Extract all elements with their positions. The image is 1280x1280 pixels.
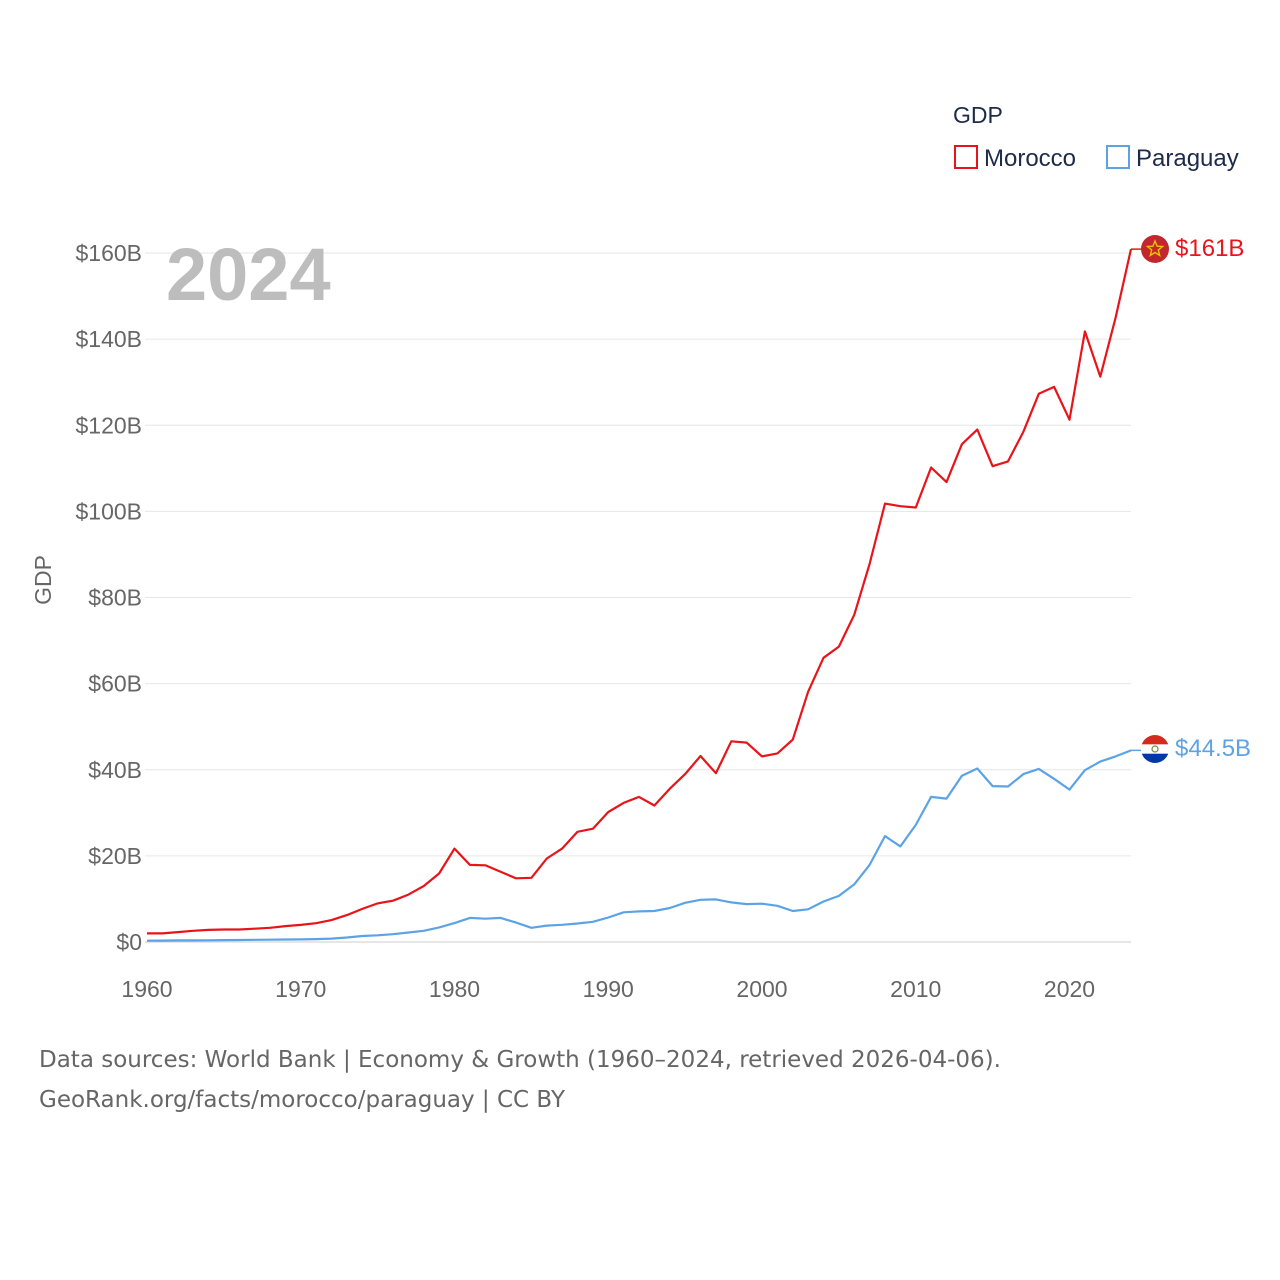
series-line-morocco[interactable] xyxy=(147,248,1133,935)
x-tick-label: 2010 xyxy=(890,976,941,1002)
series-lines xyxy=(146,248,1141,942)
big-year-label: 2024 xyxy=(166,233,331,316)
y-tick-label: $20B xyxy=(88,843,142,869)
y-tick-label: $100B xyxy=(75,498,142,524)
y-axis-ticks: $0 $20B $40B $60B $80B $100B $120B $140B $160B xyxy=(75,240,142,955)
x-tick-label: 2020 xyxy=(1044,976,1095,1002)
y-tick-label: $80B xyxy=(88,585,142,611)
y-axis-label: GDP xyxy=(30,555,56,605)
y-tick-label: $120B xyxy=(75,412,142,438)
legend-label-morocco[interactable]: Morocco xyxy=(984,145,1076,172)
paraguay-flag-icon xyxy=(1141,735,1169,763)
y-tick-label: $160B xyxy=(75,240,142,266)
x-tick-label: 1990 xyxy=(583,976,634,1002)
morocco-flag-icon xyxy=(1141,235,1169,263)
x-tick-label: 1980 xyxy=(429,976,480,1002)
grid-lines xyxy=(145,252,1131,857)
morocco-end-label: $161B xyxy=(1175,235,1244,262)
legend-swatch-paraguay[interactable] xyxy=(1106,145,1130,169)
y-tick-label: $40B xyxy=(88,757,142,783)
legend-label-paraguay[interactable]: Paraguay xyxy=(1136,145,1239,172)
x-tick-label: 1960 xyxy=(121,976,172,1002)
y-tick-label: $0 xyxy=(116,929,142,955)
series-line-paraguay[interactable] xyxy=(146,749,1132,942)
paraguay-end-label: $44.5B xyxy=(1175,735,1251,762)
data-sources-text: Data sources: World Bank | Economy & Gro… xyxy=(39,1047,1001,1073)
gdp-line-chart: $0 $20B $40B $60B $80B $100B $120B $140B $160B 1… xyxy=(30,102,1251,1002)
x-axis-ticks: 1960 1970 1980 1990 2000 2010 2020 xyxy=(121,976,1095,1002)
source-link[interactable]: GeoRank.org/facts/morocco/paraguay | CC … xyxy=(39,1087,565,1113)
legend-swatch-morocco[interactable] xyxy=(954,145,978,169)
footer: Data sources: World Bank | Economy & Gro… xyxy=(39,1040,1001,1120)
x-tick-label: 1970 xyxy=(275,976,326,1002)
y-tick-label: $140B xyxy=(75,326,142,352)
x-tick-label: 2000 xyxy=(736,976,787,1002)
legend-title: GDP xyxy=(953,102,1003,128)
y-tick-label: $60B xyxy=(88,671,142,697)
